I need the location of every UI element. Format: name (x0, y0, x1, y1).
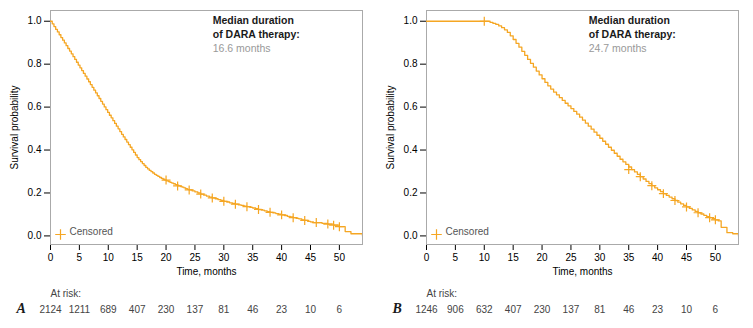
svg-text:230: 230 (534, 304, 551, 315)
svg-text:0.2: 0.2 (28, 187, 42, 198)
svg-text:0.4: 0.4 (404, 144, 418, 155)
svg-text:At risk:: At risk: (427, 288, 458, 299)
svg-text:Survival probability: Survival probability (9, 86, 20, 170)
svg-text:81: 81 (218, 304, 230, 315)
svg-text:Censored: Censored (446, 226, 489, 237)
svg-text:30: 30 (594, 252, 606, 263)
svg-text:0: 0 (48, 252, 54, 263)
svg-text:137: 137 (187, 304, 204, 315)
svg-text:Median duration: Median duration (213, 14, 294, 26)
svg-text:Time, months: Time, months (176, 266, 236, 277)
svg-text:A: A (16, 301, 26, 316)
svg-text:At risk:: At risk: (51, 288, 82, 299)
svg-text:30: 30 (218, 252, 230, 263)
svg-text:50: 50 (710, 252, 722, 263)
svg-text:81: 81 (594, 304, 606, 315)
svg-text:0.0: 0.0 (404, 230, 418, 241)
svg-text:0.6: 0.6 (28, 101, 42, 112)
svg-text:5: 5 (453, 252, 459, 263)
svg-text:1.0: 1.0 (404, 15, 418, 26)
svg-text:0: 0 (424, 252, 430, 263)
svg-text:40: 40 (652, 252, 664, 263)
svg-text:137: 137 (563, 304, 580, 315)
svg-text:15: 15 (508, 252, 520, 263)
svg-text:40: 40 (276, 252, 288, 263)
svg-text:10: 10 (479, 252, 491, 263)
svg-text:15: 15 (132, 252, 144, 263)
svg-text:6: 6 (713, 304, 719, 315)
svg-text:407: 407 (129, 304, 146, 315)
svg-text:230: 230 (158, 304, 175, 315)
svg-text:1.0: 1.0 (28, 15, 42, 26)
svg-text:0.4: 0.4 (28, 144, 42, 155)
svg-text:45: 45 (681, 252, 693, 263)
svg-text:35: 35 (247, 252, 259, 263)
svg-text:23: 23 (276, 304, 288, 315)
svg-text:of DARA therapy:: of DARA therapy: (589, 28, 676, 40)
svg-text:1211: 1211 (69, 304, 91, 315)
svg-text:689: 689 (100, 304, 117, 315)
svg-text:6: 6 (337, 304, 343, 315)
svg-text:2124: 2124 (39, 304, 62, 315)
svg-text:Survival probability: Survival probability (385, 86, 396, 170)
svg-text:B: B (392, 301, 402, 316)
svg-text:46: 46 (623, 304, 635, 315)
svg-text:50: 50 (334, 252, 346, 263)
svg-text:10: 10 (103, 252, 115, 263)
svg-text:25: 25 (189, 252, 201, 263)
svg-text:20: 20 (536, 252, 548, 263)
svg-text:35: 35 (623, 252, 635, 263)
svg-text:407: 407 (505, 304, 522, 315)
svg-text:23: 23 (652, 304, 664, 315)
svg-text:0.0: 0.0 (28, 230, 42, 241)
svg-text:10: 10 (681, 304, 693, 315)
svg-text:20: 20 (160, 252, 172, 263)
svg-text:45: 45 (305, 252, 317, 263)
svg-text:24.7 months: 24.7 months (589, 42, 647, 54)
svg-text:Time, months: Time, months (552, 266, 612, 277)
svg-text:Censored: Censored (70, 226, 113, 237)
svg-text:46: 46 (247, 304, 259, 315)
svg-text:0.8: 0.8 (404, 58, 418, 69)
svg-text:Median duration: Median duration (589, 14, 670, 26)
svg-text:25: 25 (565, 252, 577, 263)
svg-text:5: 5 (77, 252, 83, 263)
svg-text:0.8: 0.8 (28, 58, 42, 69)
svg-text:1246: 1246 (415, 304, 438, 315)
svg-text:0.6: 0.6 (404, 101, 418, 112)
svg-text:632: 632 (476, 304, 493, 315)
svg-text:906: 906 (447, 304, 464, 315)
svg-text:of DARA therapy:: of DARA therapy: (213, 28, 300, 40)
svg-text:16.6 months: 16.6 months (213, 42, 271, 54)
svg-text:0.2: 0.2 (404, 187, 418, 198)
svg-text:10: 10 (305, 304, 317, 315)
